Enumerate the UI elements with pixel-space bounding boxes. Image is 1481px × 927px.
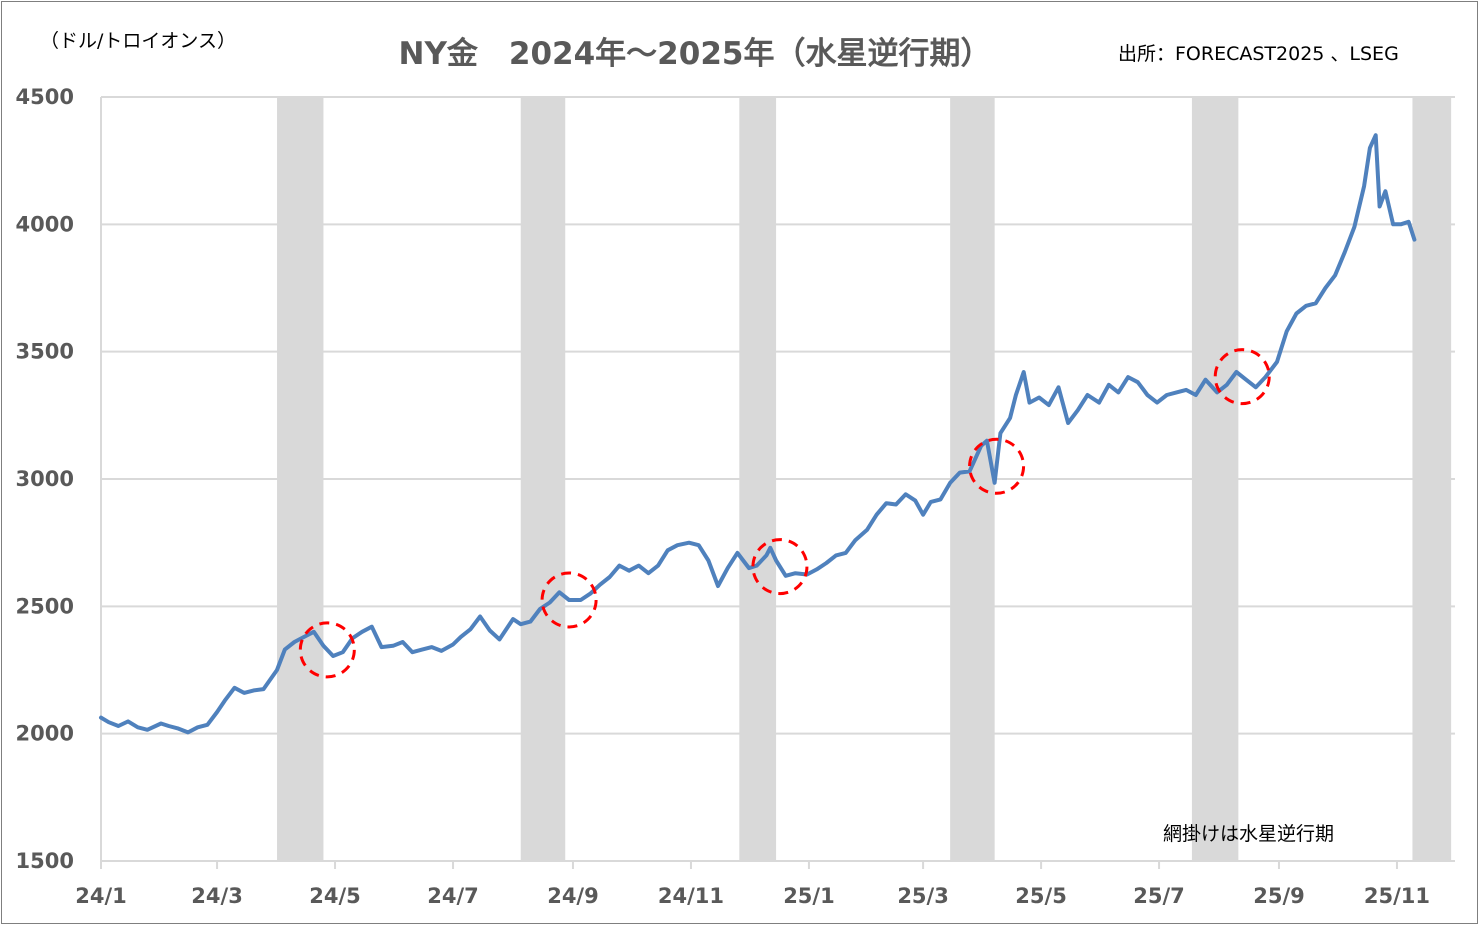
x-tick-labels: 24/1 24/3 24/5 24/7 24/9 24/11 25/1 25/3 25/5 25/… bbox=[75, 884, 1430, 908]
gridlines bbox=[101, 96, 1455, 735]
x-tick-label-7: 25/1 bbox=[783, 884, 835, 908]
x-tick-label-6: 24/11 bbox=[658, 884, 724, 908]
x-tick-label-10: 25/7 bbox=[1133, 884, 1185, 908]
gold-price-line bbox=[99, 133, 1417, 735]
chart-title: NY金 2024年～2025年（水星逆行期） bbox=[399, 36, 992, 72]
note-label: 網掛けは水星逆行期 bbox=[1163, 823, 1334, 845]
highlight-circle-4 bbox=[968, 437, 1026, 495]
x-tick-label-9: 25/5 bbox=[1015, 884, 1067, 908]
y-tick-label-2000: 2000 bbox=[16, 722, 74, 746]
x-tick-label-11: 25/9 bbox=[1253, 884, 1305, 908]
y-tick-label-4000: 4000 bbox=[16, 212, 74, 236]
x-tick-label-1: 24/1 bbox=[75, 884, 127, 908]
x-tick-label-12: 25/11 bbox=[1364, 884, 1430, 908]
x-tick-label-3: 24/5 bbox=[309, 884, 361, 908]
highlight-circle-5 bbox=[1213, 348, 1271, 406]
y-tick-label-4500: 4500 bbox=[16, 85, 74, 109]
x-tick-label-5: 24/9 bbox=[547, 884, 599, 908]
x-tick-label-8: 25/3 bbox=[897, 884, 949, 908]
y-tick-label-1500: 1500 bbox=[16, 849, 74, 873]
y-tick-label-3000: 3000 bbox=[16, 467, 74, 491]
y-tick-label-2500: 2500 bbox=[16, 594, 74, 618]
x-tick-label-4: 24/7 bbox=[427, 884, 479, 908]
source-label: 出所：FORECAST2025 、LSEG bbox=[1118, 43, 1399, 65]
y-tick-labels: 4500 4000 3500 3000 2500 2000 1500 bbox=[16, 85, 74, 873]
highlight-circles bbox=[298, 348, 1271, 679]
highlight-circle-1 bbox=[298, 621, 356, 679]
highlight-circle-2 bbox=[540, 571, 598, 629]
y-tick-label-3500: 3500 bbox=[16, 340, 74, 364]
highlight-circle-3 bbox=[751, 538, 809, 596]
x-ticks bbox=[100, 861, 1398, 869]
x-tick-label-2: 24/3 bbox=[191, 884, 243, 908]
unit-label: （ドル/トロイオンス） bbox=[40, 30, 236, 52]
